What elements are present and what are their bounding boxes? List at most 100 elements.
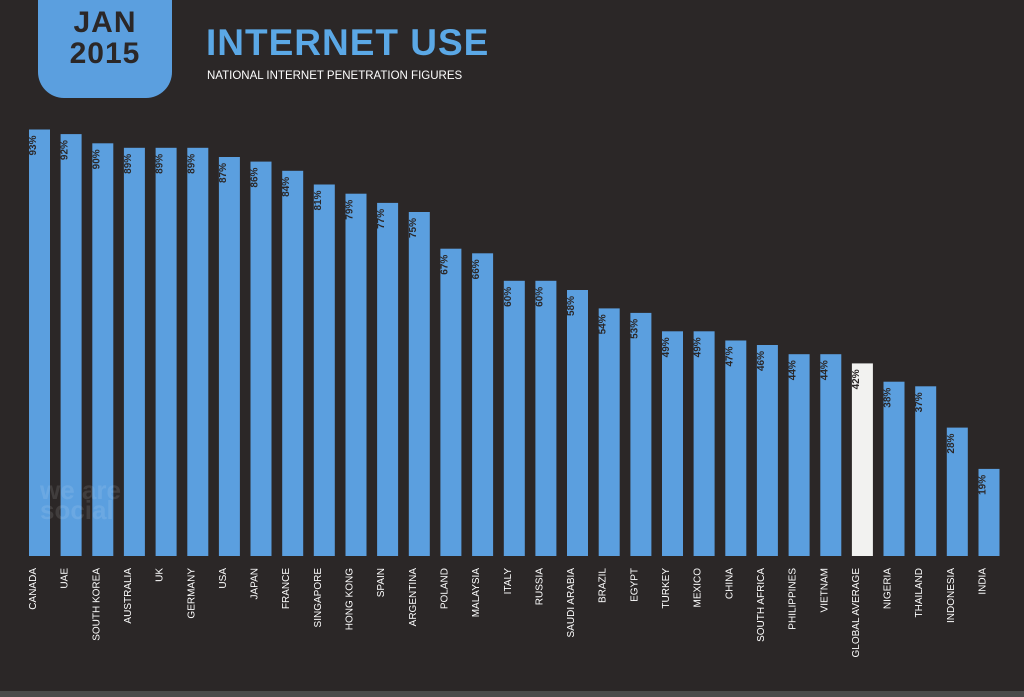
bar-value-label: 77%: [376, 209, 387, 229]
bar-value-label: 37%: [914, 392, 925, 412]
bar-malaysia: [472, 253, 494, 557]
bar-uk: [155, 147, 177, 557]
bar-value-label: 42%: [851, 369, 862, 389]
bar-value-label: 79%: [345, 200, 356, 220]
category-label: RUSSIA: [534, 568, 545, 606]
bar-value-label: 66%: [471, 259, 482, 279]
category-label: GERMANY: [186, 568, 197, 619]
bar-value-label: 84%: [281, 177, 292, 197]
category-label: SAUDI ARABIA: [566, 568, 577, 638]
bar-mexico: [693, 331, 715, 556]
bar-south-africa: [756, 345, 778, 556]
bar-value-label: 81%: [313, 190, 324, 210]
category-label: POLAND: [439, 568, 450, 609]
bar-value-label: 86%: [250, 167, 261, 187]
we-are-social-logo: we are social: [40, 475, 121, 525]
bar-value-label: 54%: [598, 314, 609, 334]
category-label: UAE: [60, 568, 71, 589]
bar-thailand: [915, 386, 937, 556]
category-label: NIGERIA: [883, 568, 894, 609]
bar-value-label: 46%: [756, 351, 767, 371]
bar-value-label: 87%: [218, 163, 229, 183]
category-label: ARGENTINA: [408, 568, 419, 627]
category-label: CHINA: [724, 568, 735, 599]
bar-value-label: 60%: [534, 287, 545, 307]
bar-value-label: 75%: [408, 218, 419, 238]
category-label: SINGAPORE: [313, 568, 324, 628]
category-label: INDONESIA: [946, 568, 957, 623]
bar-value-label: 49%: [661, 337, 672, 357]
bar-indonesia: [946, 427, 968, 556]
bar-value-label: 19%: [978, 475, 989, 495]
bar-spain: [377, 202, 399, 556]
bar-japan: [250, 161, 272, 556]
bar-value-label: 90%: [91, 149, 102, 169]
category-label: MALAYSIA: [471, 568, 482, 618]
category-label: HONG KONG: [345, 568, 356, 630]
category-label: BRAZIL: [598, 568, 609, 603]
category-label: INDIA: [978, 568, 989, 595]
bar-france: [282, 170, 304, 557]
bar-philippines: [788, 354, 810, 556]
date-badge: JAN 2015: [38, 0, 172, 98]
bar-value-label: 67%: [439, 255, 450, 275]
bar-value-label: 38%: [883, 388, 894, 408]
bar-nigeria: [883, 381, 905, 556]
category-label: JAPAN: [250, 568, 261, 600]
bar-value-label: 47%: [724, 346, 735, 366]
bar-usa: [218, 157, 240, 556]
bar-value-label: 92%: [60, 140, 71, 160]
category-label: EGYPT: [629, 568, 640, 602]
bar-germany: [187, 147, 209, 557]
bar-egypt: [630, 312, 652, 556]
bar-value-label: 93%: [28, 135, 39, 155]
bar-value-label: 58%: [566, 296, 577, 316]
bar-saudi-arabia: [567, 290, 588, 556]
date-month: JAN: [73, 6, 137, 39]
bar-argentina: [408, 212, 430, 556]
bar-value-label: 53%: [629, 319, 640, 339]
bar-canada: [29, 129, 50, 556]
category-label: THAILAND: [914, 568, 925, 617]
category-label: VIETNAM: [819, 568, 830, 612]
bar-value-label: 89%: [123, 154, 134, 174]
category-label: UK: [155, 568, 166, 582]
bar-russia: [535, 280, 557, 556]
bar-china: [725, 340, 747, 556]
bar-uae: [60, 134, 82, 556]
category-label: ITALY: [503, 568, 514, 595]
category-label: GLOBAL AVERAGE: [851, 568, 862, 658]
bar-value-label: 44%: [819, 360, 830, 380]
bar-value-label: 60%: [503, 287, 514, 307]
bar-turkey: [662, 331, 683, 556]
category-label: AUSTRALIA: [123, 568, 134, 624]
category-label: USA: [218, 568, 229, 589]
category-label: CANADA: [28, 568, 39, 610]
bar-global-average: [851, 363, 873, 556]
bar-value-label: 44%: [788, 360, 799, 380]
category-label: SOUTH KOREA: [91, 568, 102, 641]
bar-australia: [123, 147, 145, 557]
bottom-divider: [0, 691, 1024, 697]
category-label: TURKEY: [661, 568, 672, 609]
date-year: 2015: [69, 37, 141, 70]
bar-italy: [503, 280, 525, 556]
bar-value-label: 89%: [155, 154, 166, 174]
bar-singapore: [313, 184, 335, 556]
category-label: SOUTH AFRICA: [756, 568, 767, 642]
page-subtitle: NATIONAL INTERNET PENETRATION FIGURES: [207, 70, 463, 82]
bar-hong-kong: [345, 193, 367, 556]
category-label: FRANCE: [281, 568, 292, 609]
bar-india: [978, 468, 1000, 556]
category-label: SPAIN: [376, 568, 387, 597]
bar-vietnam: [820, 354, 842, 556]
bar-value-label: 49%: [693, 337, 704, 357]
category-label: PHILIPPINES: [788, 568, 799, 630]
bar-south-korea: [92, 143, 114, 557]
category-label: MEXICO: [693, 568, 704, 608]
page-title: INTERNET USE: [206, 22, 490, 63]
bar-value-label: 28%: [946, 433, 957, 453]
bar-value-label: 89%: [186, 154, 197, 174]
bar-poland: [440, 248, 462, 556]
